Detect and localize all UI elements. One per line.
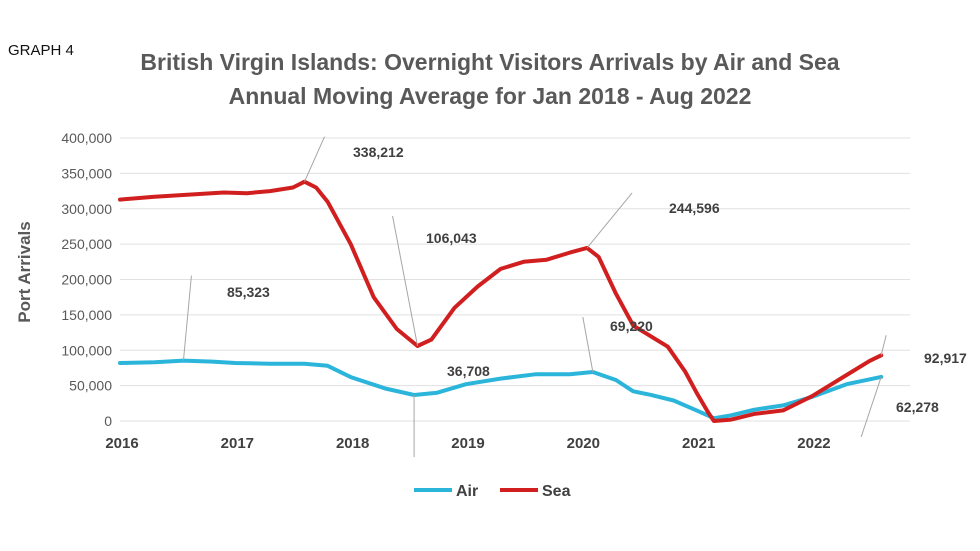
callout-leader xyxy=(860,376,882,438)
series-line-sea xyxy=(118,179,884,423)
x-axis-ticks: 2016 2017 2018 2019 2020 2021 2022 xyxy=(105,435,830,452)
callout-leader xyxy=(586,192,633,249)
legend: Air Sea xyxy=(414,483,571,500)
y-tick-label: 400,000 xyxy=(61,130,112,146)
y-axis-label: Port Arrivals xyxy=(15,221,34,322)
callout-label: 244,596 xyxy=(669,200,720,216)
callout-label: 36,708 xyxy=(447,363,490,379)
callout-leader xyxy=(392,215,419,347)
chart-subtitle: Annual Moving Average for Jan 2018 - Aug… xyxy=(228,83,752,109)
y-tick-label: 200,000 xyxy=(61,272,112,288)
callout-label: 338,212 xyxy=(353,144,404,160)
callout-leader xyxy=(304,136,325,182)
series-line-air xyxy=(118,358,884,421)
x-tick-label: 2022 xyxy=(797,435,830,452)
legend-label-sea: Sea xyxy=(542,483,571,500)
y-tick-label: 250,000 xyxy=(61,236,112,252)
callout-leader xyxy=(880,335,887,356)
x-tick-label: 2016 xyxy=(105,435,138,452)
y-tick-label: 150,000 xyxy=(61,307,112,323)
callout-leader xyxy=(582,316,594,373)
callout-label: 69,220 xyxy=(610,318,653,334)
gridlines xyxy=(120,137,910,422)
x-tick-label: 2020 xyxy=(567,435,600,452)
x-tick-label: 2018 xyxy=(336,435,369,452)
callout-label: 62,278 xyxy=(896,399,939,415)
x-tick-label: 2019 xyxy=(451,435,484,452)
chart-title: British Virgin Islands: Overnight Visito… xyxy=(140,49,840,75)
callout-leader xyxy=(182,275,192,361)
series-layer xyxy=(118,179,884,423)
x-tick-label: 2021 xyxy=(682,435,715,452)
callout-label: 85,323 xyxy=(227,284,270,300)
y-tick-label: 350,000 xyxy=(61,165,112,181)
y-tick-label: 100,000 xyxy=(61,342,112,358)
legend-label-air: Air xyxy=(456,483,478,500)
callout-layer: 338,212 106,043 244,596 85,323 36,708 69,220 9… xyxy=(182,136,967,458)
x-tick-label: 2017 xyxy=(221,435,254,452)
graph-label: GRAPH 4 xyxy=(8,42,74,59)
y-tick-label: 0 xyxy=(104,413,112,429)
y-axis-ticks: 0 50,000 100,000 150,000 200,000 250,000 300,0… xyxy=(61,130,112,429)
callout-label: 92,917 xyxy=(924,350,967,366)
y-tick-label: 300,000 xyxy=(61,201,112,217)
y-tick-label: 50,000 xyxy=(69,378,112,394)
callout-label: 106,043 xyxy=(426,230,477,246)
